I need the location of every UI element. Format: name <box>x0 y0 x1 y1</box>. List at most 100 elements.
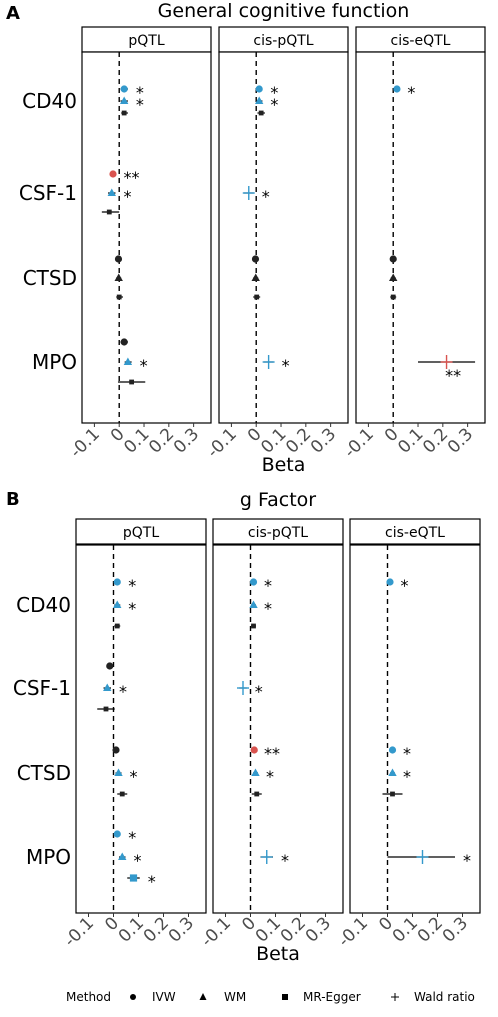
point-marker-wm <box>103 683 112 691</box>
data-point-ctsd-ivw <box>112 746 120 754</box>
facet-cis-eqtl: cis-eQTL-0.1 00.10.20.3**** <box>334 518 481 951</box>
significance-stars: * <box>281 851 289 870</box>
legend-title: Method <box>66 990 111 1004</box>
point-marker-mr-egger <box>251 623 256 629</box>
data-point-cd40-ivw: * <box>386 576 409 595</box>
point-marker-mr-egger <box>121 110 127 116</box>
point-marker-ivw <box>120 85 128 93</box>
significance-stars: * <box>148 872 156 891</box>
x-tick-label: 0.3 <box>302 913 335 946</box>
data-point-cd40-mr-egger <box>114 623 121 629</box>
row-label-csf-1: CSF-1 <box>19 181 77 205</box>
significance-stars: * <box>128 576 136 595</box>
facet-plot-frame <box>349 544 481 914</box>
row-label-ctsd: CTSD <box>17 761 71 785</box>
x-tick-label: -0.1 <box>60 913 98 951</box>
x-tick-label: 0.3 <box>439 913 472 946</box>
facet-cis-pqtl: cis-pQTL-0.1 00.10.20.3******* <box>197 518 344 951</box>
row-label-mpo: MPO <box>32 350 77 374</box>
data-point-mpo-wm: * <box>118 851 142 870</box>
point-marker-mr-egger <box>390 791 395 797</box>
point-marker-ivw <box>255 85 263 93</box>
data-point-csf-1-wald-ratio: * <box>237 681 263 701</box>
significance-stars: * <box>255 682 263 701</box>
x-tick-label: -0.1 <box>340 424 378 462</box>
legend-label-ivw: IVW <box>152 990 176 1004</box>
facet-pqtl: pQTL-0.1 00.10.20.3******* <box>60 518 207 951</box>
data-point-csf-1-mr-egger <box>101 209 120 215</box>
data-point-cd40-ivw: * <box>393 83 415 102</box>
point-marker-wm <box>251 273 260 281</box>
x-tick-label: 0.3 <box>170 424 203 457</box>
significance-stars: * <box>264 599 272 618</box>
data-point-ctsd-mr-egger <box>251 791 262 797</box>
data-point-cd40-wm: * <box>113 599 136 618</box>
point-marker-ivw <box>250 746 258 754</box>
facet-strip <box>75 518 207 545</box>
data-point-mpo-ivw: * <box>113 828 136 847</box>
significance-stars: * <box>403 767 411 786</box>
data-point-cd40-mr-egger <box>257 110 265 116</box>
data-point-mpo-mr-egger: * <box>127 872 156 891</box>
legend-label-wm: WM <box>224 990 246 1004</box>
data-point-mpo-mr-egger <box>117 379 146 385</box>
chart-title: General cognitive function <box>158 0 410 22</box>
data-point-cd40-ivw: * <box>120 83 144 102</box>
legend-label-wald-ratio: Wald ratio <box>414 990 475 1004</box>
point-marker-wm <box>113 600 122 608</box>
point-marker-wm <box>389 273 398 281</box>
data-point-mpo-wald-ratio: ** <box>418 355 476 385</box>
facet-plot-frame <box>218 51 349 424</box>
point-marker-wm <box>107 188 116 196</box>
method-legend: Method IVW WM MR-Egger Wald ratio <box>66 990 475 1004</box>
point-marker-ivw <box>113 830 121 838</box>
data-point-ctsd-wm: * <box>388 767 411 786</box>
point-marker-ivw <box>389 255 397 263</box>
data-point-cd40-wm: * <box>119 95 144 114</box>
significance-stars: * <box>128 828 136 847</box>
point-marker-wm <box>118 852 127 860</box>
x-tick-label: -0.1 <box>334 913 372 951</box>
facet-plot-frame <box>75 544 207 914</box>
facet-strip <box>81 26 212 53</box>
x-tick-label: 0.3 <box>444 424 477 457</box>
point-marker-wm <box>114 768 123 776</box>
data-point-ctsd-wm: * <box>114 767 138 786</box>
point-marker-mr-egger <box>254 791 260 797</box>
data-point-mpo-wm: * <box>123 356 148 375</box>
data-point-mpo-ivw <box>120 338 128 346</box>
point-marker-wm <box>388 768 397 776</box>
data-point-cd40-wm: * <box>249 599 272 618</box>
data-point-cd40-mr-egger <box>121 110 128 116</box>
point-marker-mr-egger <box>258 110 264 116</box>
significance-stars: * <box>130 767 138 786</box>
facet-strip <box>349 518 481 545</box>
significance-stars: * <box>266 767 274 786</box>
significance-stars: * <box>140 356 148 375</box>
significance-stars: * <box>123 187 131 206</box>
point-marker-wm <box>249 600 258 608</box>
data-point-ctsd-ivw <box>251 255 260 263</box>
facet-strip-label: cis-pQTL <box>248 525 308 541</box>
data-point-mpo-wald-ratio: * <box>387 850 471 870</box>
point-marker-wm <box>251 768 260 776</box>
significance-stars: * <box>401 576 409 595</box>
data-point-cd40-ivw: * <box>113 576 136 595</box>
legend-square-symbol <box>282 994 288 1000</box>
data-point-ctsd-ivw <box>389 255 397 263</box>
significance-stars: * <box>270 83 278 102</box>
data-point-ctsd-mr-egger <box>253 294 261 300</box>
point-marker-mr-egger <box>129 379 135 385</box>
facet-plot-frame <box>355 51 486 424</box>
legend-triangle-symbol <box>199 993 207 1000</box>
facet-strip <box>212 518 344 545</box>
data-point-ctsd-mr-egger <box>117 791 128 797</box>
data-point-csf-1-wald-ratio: * <box>242 186 270 206</box>
row-label-mpo: MPO <box>26 845 71 869</box>
data-point-ctsd-mr-egger <box>382 791 403 797</box>
facet-strip-label: pQTL <box>123 525 159 541</box>
data-point-cd40-ivw: * <box>249 576 272 595</box>
significance-stars: ** <box>123 168 139 187</box>
